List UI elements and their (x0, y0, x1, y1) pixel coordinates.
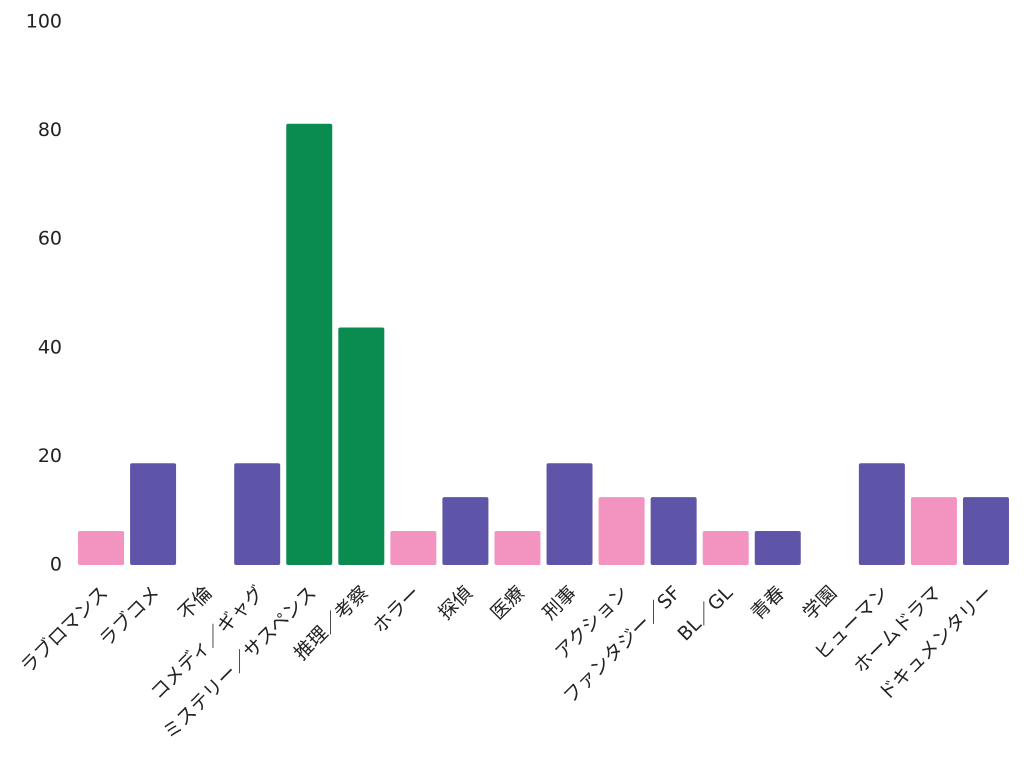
bar (130, 463, 177, 565)
bar (962, 497, 1009, 566)
bar (702, 531, 749, 565)
bar (546, 463, 593, 565)
x-category-label: 青春 (747, 582, 789, 624)
x-category-label: 刑事 (539, 582, 581, 624)
y-tick-label: 100 (26, 11, 62, 33)
x-category-label: 不倫 (174, 582, 216, 624)
bar (494, 531, 541, 565)
bar (858, 463, 905, 565)
y-axis: 0 20 40 60 80 100 (26, 11, 62, 576)
y-tick-label: 80 (38, 119, 62, 141)
x-category-label: BL／GL (674, 582, 738, 646)
x-category-label: ラブロマンス (16, 581, 113, 678)
bars (78, 123, 1009, 566)
bar (390, 531, 437, 565)
x-category-label: 学園 (799, 582, 841, 624)
x-category-label: 探偵 (434, 582, 476, 624)
x-axis: ラブロマンスラブコメ 不倫コメディ／ギャグミステリー／サスペンス推理／考察ホラー探… (16, 581, 998, 744)
bar (78, 531, 125, 565)
bar (754, 531, 801, 565)
bar (910, 497, 957, 566)
bar (286, 123, 333, 565)
y-tick-label: 20 (38, 445, 62, 467)
bar (234, 463, 281, 565)
bar (442, 497, 489, 566)
x-category-label: ホラー (369, 582, 425, 638)
y-tick-label: 60 (38, 228, 62, 250)
bar (598, 497, 645, 566)
x-category-label: 医療 (486, 582, 528, 624)
bar (650, 497, 697, 566)
y-tick-label: 0 (50, 554, 62, 576)
y-tick-label: 40 (38, 336, 62, 358)
bar (338, 327, 385, 565)
